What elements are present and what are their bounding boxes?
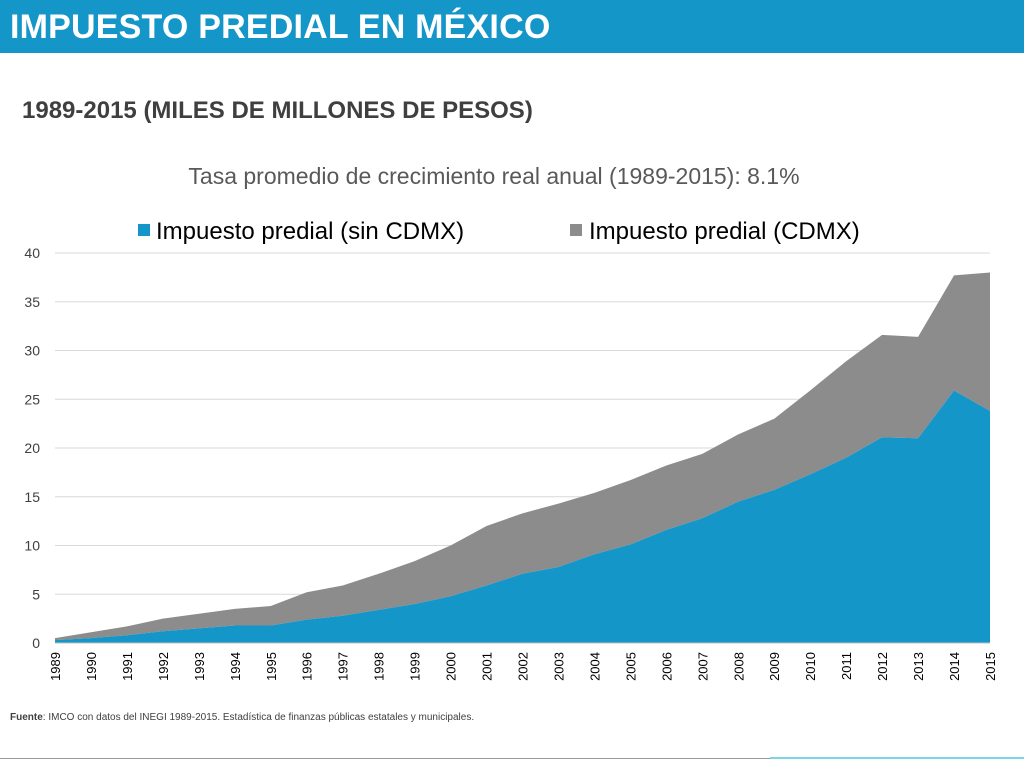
x-tick-label: 1999 [408,652,423,681]
x-tick-label: 2007 [695,652,710,681]
header-banner: IMPUESTO PREDIAL EN MÉXICO [0,0,1024,53]
chart-subtitle: 1989-2015 (MILES DE MILLONES DE PESOS) [22,97,533,124]
page-title: IMPUESTO PREDIAL EN MÉXICO [10,8,551,46]
x-tick-label: 2003 [551,652,566,681]
x-tick-label: 2005 [623,652,638,681]
x-tick-label: 2011 [839,652,854,680]
footer-divider [0,758,1024,759]
y-tick-label: 10 [24,538,40,554]
x-tick-label: 2014 [947,652,962,681]
x-tick-label: 1996 [300,652,315,681]
x-tick-label: 1991 [120,652,135,681]
x-tick-label: 2006 [659,652,674,681]
source-note: Fuente: IMCO con datos del INEGI 1989-20… [10,712,474,723]
series-area-sin-cdmx [55,390,990,643]
series-area-cdmx [55,272,990,641]
x-tick-label: 1990 [84,652,99,681]
x-tick-label: 2000 [444,652,459,681]
legend-label: Impuesto predial (CDMX) [589,218,860,245]
footer-accent [770,757,1024,759]
x-tick-label: 2013 [911,652,926,681]
legend-swatch [570,224,582,236]
area-chart: Tasa promedio de crecimiento real anual … [24,163,998,681]
y-tick-label: 30 [24,343,40,359]
y-tick-label: 15 [24,489,40,505]
x-tick-label: 1989 [48,652,63,681]
y-tick-label: 35 [24,294,40,310]
y-tick-label: 5 [32,586,40,602]
x-tick-label: 1997 [336,652,351,681]
x-tick-label: 2008 [731,652,746,681]
x-tick-label: 1995 [264,652,279,681]
x-tick-label: 2009 [767,652,782,681]
source-text: : IMCO con datos del INEGI 1989-2015. Es… [42,712,475,723]
x-tick-label: 1993 [192,652,207,681]
x-tick-label: 2004 [587,652,602,681]
x-tick-label: 2012 [875,652,890,681]
x-tick-label: 2010 [803,652,818,681]
x-tick-label: 1992 [156,652,171,681]
x-tick-label: 2002 [516,652,531,681]
x-tick-label: 1994 [228,652,243,681]
legend-label: Impuesto predial (sin CDMX) [156,218,464,245]
y-tick-label: 20 [24,440,40,456]
chart-title: Tasa promedio de crecimiento real anual … [188,163,799,189]
y-tick-label: 40 [24,245,40,261]
x-tick-label: 2001 [480,652,495,681]
y-tick-label: 25 [24,391,40,407]
x-tick-label: 1998 [372,652,387,681]
source-label: Fuente [10,712,43,723]
legend-swatch [138,224,150,236]
y-tick-label: 0 [32,635,40,651]
x-tick-label: 2015 [983,652,998,681]
